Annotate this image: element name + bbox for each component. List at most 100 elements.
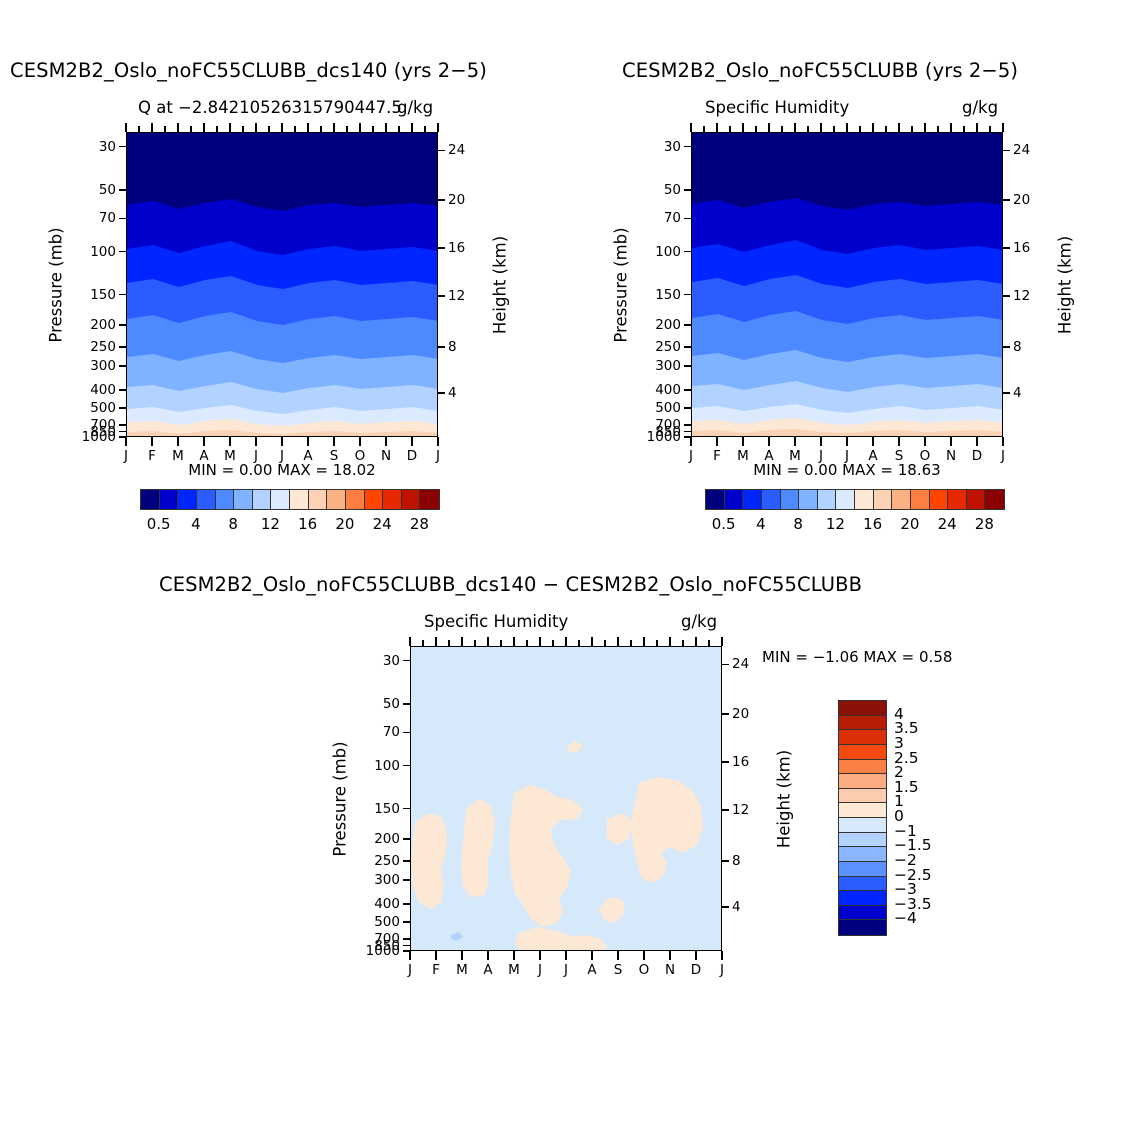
pressure-tick-label: 200	[374, 831, 400, 848]
month-tick-minor	[294, 126, 296, 132]
month-tick-minor	[448, 640, 450, 646]
month-tick-bottom	[565, 951, 567, 960]
height-tick-mark	[438, 295, 445, 297]
height-tick-label: 16	[448, 239, 466, 256]
height-tick-label: 8	[448, 339, 457, 356]
diff-colorbar-cell	[839, 891, 886, 906]
pressure-tick-label: 500	[374, 914, 400, 931]
month-tick-top	[846, 123, 848, 132]
month-label: O	[354, 448, 366, 464]
pressure-tick-label: 200	[655, 317, 681, 334]
month-tick-top	[768, 123, 770, 132]
right-colorbar-cell	[706, 490, 725, 509]
month-tick-minor	[656, 640, 658, 646]
month-tick-bottom	[333, 437, 335, 446]
month-label: J	[720, 962, 724, 978]
pressure-tick-mark	[119, 424, 126, 426]
pressure-tick-mark	[403, 659, 410, 662]
height-tick-mark	[1003, 295, 1010, 297]
pressure-tick-label: 50	[382, 695, 400, 712]
month-label: J	[564, 962, 568, 978]
pressure-tick-label: 850	[90, 423, 116, 440]
diff-colorbar-label: 3	[894, 733, 904, 752]
left-colorbar-cell	[290, 490, 309, 509]
pressure-tick-label: 30	[663, 138, 681, 155]
month-tick-minor	[474, 640, 476, 646]
pressure-tick-mark	[684, 407, 691, 409]
month-tick-minor	[807, 126, 809, 132]
right-plot-area[interactable]	[691, 132, 1003, 437]
left-colorbar-label: 12	[260, 515, 280, 533]
diff-colorbar-cell	[839, 788, 886, 804]
left-panel-subtitle: Q at −2.84210526315790447.5	[138, 98, 402, 117]
left-colorbar-cell	[215, 490, 235, 509]
pressure-axis-label: Pressure (mb)	[46, 226, 66, 343]
pressure-tick-label: 200	[90, 317, 116, 334]
month-tick-minor	[164, 126, 166, 132]
height-tick-label: 16	[1013, 239, 1031, 256]
left-plot-area[interactable]	[126, 132, 438, 437]
month-tick-top	[591, 637, 593, 646]
pressure-tick-mark	[403, 860, 410, 862]
diff-plot-area[interactable]	[410, 646, 722, 951]
month-tick-top	[461, 637, 463, 646]
left-colorbar[interactable]	[140, 489, 440, 510]
pressure-tick-label: 300	[655, 358, 681, 375]
month-tick-top	[565, 637, 567, 646]
month-tick-minor	[963, 126, 965, 132]
pressure-tick-mark	[403, 944, 410, 947]
pressure-tick-mark	[403, 902, 410, 905]
left-colorbar-cell	[159, 490, 179, 509]
diff-colorbar[interactable]	[838, 700, 887, 936]
month-label: M	[737, 448, 749, 464]
month-label: F	[148, 448, 156, 464]
right-colorbar-label: 28	[974, 515, 994, 533]
height-tick-label: 12	[1013, 288, 1031, 305]
pressure-tick-mark	[684, 250, 691, 253]
pressure-tick-label: 300	[90, 358, 116, 375]
month-tick-top	[385, 123, 387, 132]
pressure-tick-mark	[684, 189, 691, 191]
month-label: A	[587, 962, 597, 978]
right-contour-field	[692, 133, 1002, 436]
left-colorbar-cell	[196, 490, 216, 509]
pressure-tick-label: 100	[374, 757, 400, 774]
diff-colorbar-cell	[839, 847, 886, 862]
height-tick-mark	[1003, 247, 1010, 249]
height-tick-mark	[1003, 198, 1010, 201]
diff-contour-field	[411, 647, 721, 950]
month-tick-minor	[346, 126, 348, 132]
month-tick-top	[872, 123, 874, 132]
month-tick-minor	[729, 126, 731, 132]
height-tick-mark	[438, 198, 445, 201]
left-colorbar-cell	[401, 490, 421, 509]
month-tick-top	[255, 123, 257, 132]
right-colorbar-cell	[761, 490, 781, 509]
diff-colorbar-cell	[839, 803, 886, 818]
left-colorbar-cell	[327, 490, 346, 509]
diff-colorbar-label: −2	[894, 850, 917, 869]
height-tick-label: 24	[1013, 142, 1031, 159]
month-label: J	[1001, 448, 1005, 464]
month-label: A	[764, 448, 774, 464]
month-tick-minor	[424, 126, 426, 132]
month-tick-minor	[398, 126, 400, 132]
pressure-tick-mark	[119, 324, 126, 326]
diff-colorbar-cell	[839, 832, 886, 848]
diff-colorbar-cell	[839, 818, 886, 833]
month-tick-top	[898, 123, 900, 132]
month-label: J	[819, 448, 823, 464]
pressure-tick-mark	[119, 189, 126, 191]
month-label: S	[613, 962, 623, 978]
right-colorbar-label: 12	[825, 515, 845, 533]
diff-colorbar-cell	[839, 876, 886, 892]
diff-colorbar-label: −2.5	[894, 865, 932, 884]
right-colorbar[interactable]	[705, 489, 1005, 510]
month-tick-bottom	[487, 951, 489, 960]
left-colorbar-label: 4	[191, 515, 201, 533]
pressure-tick-mark	[403, 838, 410, 840]
left-panel-units: g/kg	[397, 98, 434, 117]
pressure-tick-label: 250	[374, 853, 400, 870]
month-tick-minor	[885, 126, 887, 132]
pressure-tick-label: 70	[98, 210, 116, 227]
